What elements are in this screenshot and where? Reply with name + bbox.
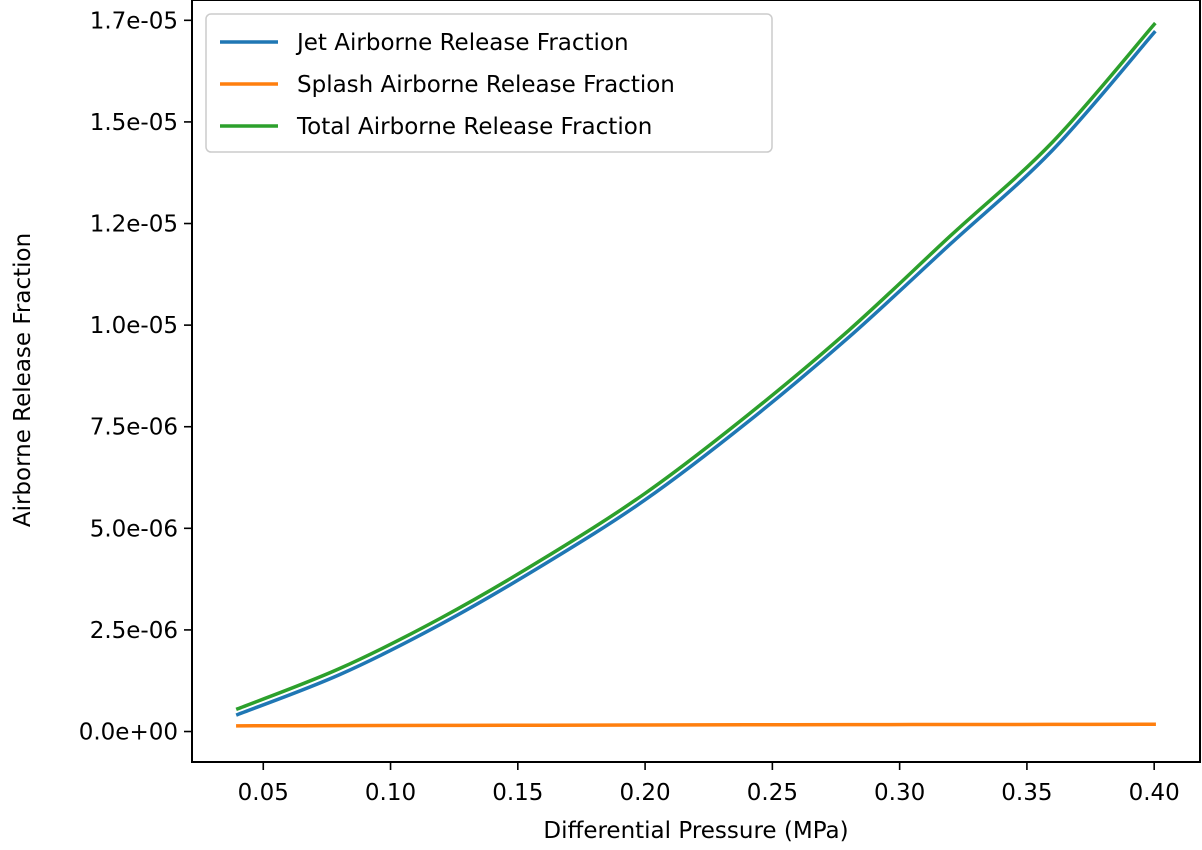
y-tick-label: 0.0e+00 [79,720,178,746]
plot-frame [191,0,1201,763]
y-tick-label: 1.5e-05 [90,110,178,136]
x-tick-label: 0.35 [1001,780,1052,806]
y-tick-label: 7.5e-06 [90,415,178,441]
x-tick-label: 0.30 [874,780,925,806]
plot-lines [235,21,1157,728]
x-axis-label: Differential Pressure (MPa) [543,818,848,844]
legend-label: Jet Airborne Release Fraction [295,30,629,56]
series-line-2 [236,722,1156,728]
y-tick-label: 2.5e-06 [90,618,178,644]
x-tick-label: 0.05 [238,780,289,806]
series-line-3 [235,21,1157,712]
y-tick-label: 1.7e-05 [90,8,178,34]
y-tick-label: 1.0e-05 [90,313,178,339]
x-axis: 0.05 0.10 0.15 0.20 0.25 0.30 0.35 0.40 [238,762,1180,806]
x-tick-label: 0.15 [492,780,543,806]
x-tick-label: 0.40 [1129,780,1180,806]
legend-label: Splash Airborne Release Fraction [297,72,675,98]
x-tick-label: 0.10 [365,780,416,806]
legend: Jet Airborne Release Fraction Splash Airb… [205,13,773,153]
legend-label: Total Airborne Release Fraction [296,114,652,140]
y-axis: 0.0e+00 2.5e-06 5.0e-06 7.5e-06 1.0e-05 1.2e-… [79,8,192,746]
series-line-1 [235,30,1157,717]
y-axis-label: Airborne Release Fraction [10,233,36,527]
x-tick-label: 0.25 [747,780,798,806]
x-tick-label: 0.20 [619,780,670,806]
legend-box [205,13,773,153]
y-tick-label: 5.0e-06 [90,516,178,542]
y-tick-label: 1.2e-05 [90,212,178,238]
